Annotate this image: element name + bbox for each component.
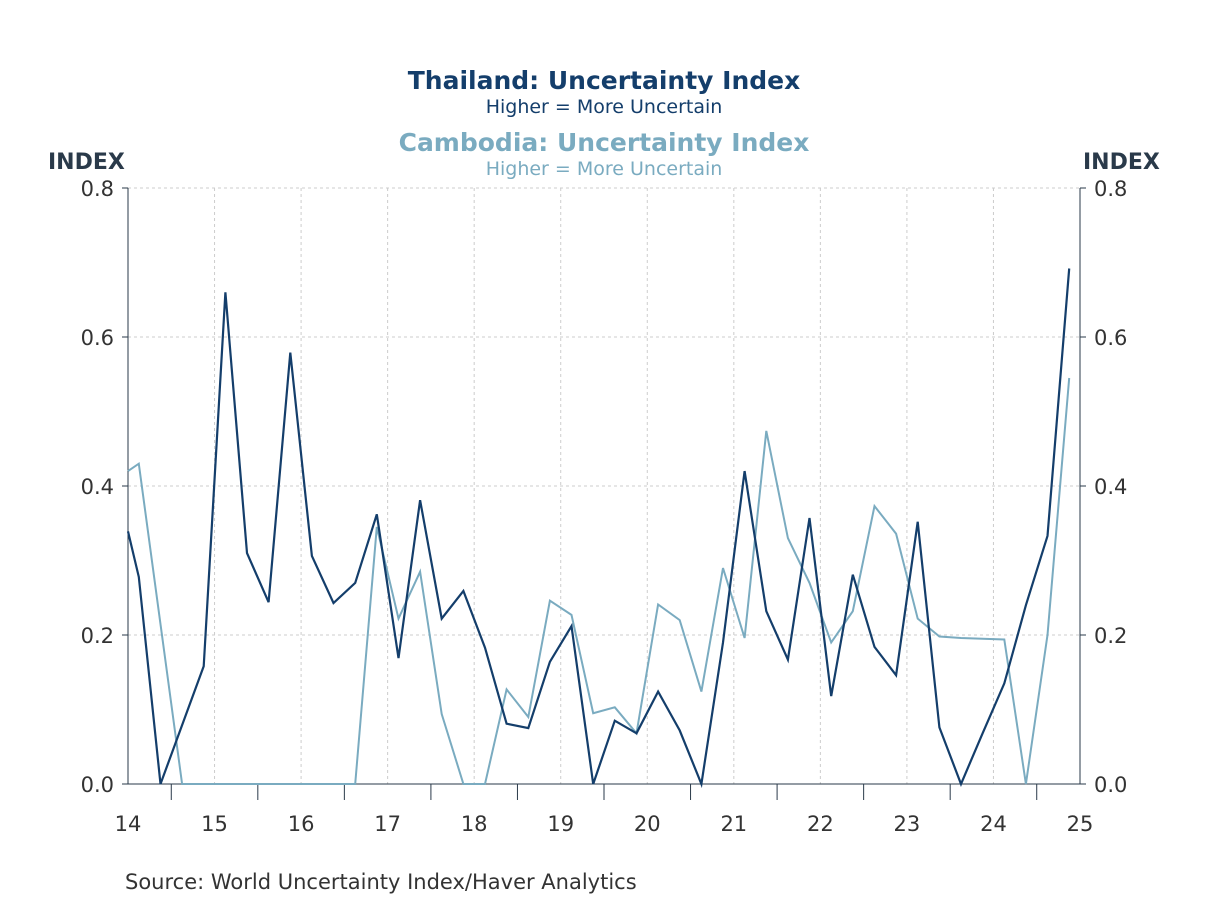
y-tick-label-left: 0.4	[81, 475, 114, 499]
x-tick-label: 16	[288, 812, 315, 836]
x-tick-label: 18	[461, 812, 488, 836]
left-axis-unit-label: INDEX	[48, 150, 125, 175]
chart-title-thailand: Thailand: Uncertainty Index	[407, 66, 801, 95]
y-tick-label-right: 0.4	[1094, 475, 1127, 499]
x-tick-label: 15	[201, 812, 228, 836]
y-tick-label-right: 0.6	[1094, 326, 1127, 350]
x-tick-label: 14	[115, 812, 142, 836]
y-tick-label-left: 0.8	[81, 177, 114, 201]
right-axis-unit-label: INDEX	[1083, 150, 1160, 175]
source-note: Source: World Uncertainty Index/Haver An…	[125, 870, 637, 894]
y-tick-label-left: 0.2	[81, 624, 114, 648]
thailand-series-line	[126, 268, 1071, 789]
chart-subtitle-thailand: Higher = More Uncertain	[485, 96, 723, 118]
x-tick-label: 24	[980, 812, 1007, 836]
chart-title-cambodia: Cambodia: Uncertainty Index	[398, 128, 810, 157]
y-tick-label-right: 0.0	[1094, 773, 1127, 797]
y-tick-label-right: 0.2	[1094, 624, 1127, 648]
x-tick-label: 19	[547, 812, 574, 836]
chart-subtitle-cambodia: Higher = More Uncertain	[485, 158, 723, 180]
y-tick-label-left: 0.0	[81, 773, 114, 797]
y-tick-label-right: 0.8	[1094, 177, 1127, 201]
x-tick-label: 23	[894, 812, 921, 836]
x-tick-label: 22	[807, 812, 834, 836]
x-tick-label: 25	[1067, 812, 1094, 836]
y-tick-label-left: 0.6	[81, 326, 114, 350]
x-tick-label: 20	[634, 812, 661, 836]
cambodia-series-line	[127, 377, 1071, 785]
x-tick-label: 17	[374, 812, 401, 836]
x-tick-label: 21	[720, 812, 747, 836]
